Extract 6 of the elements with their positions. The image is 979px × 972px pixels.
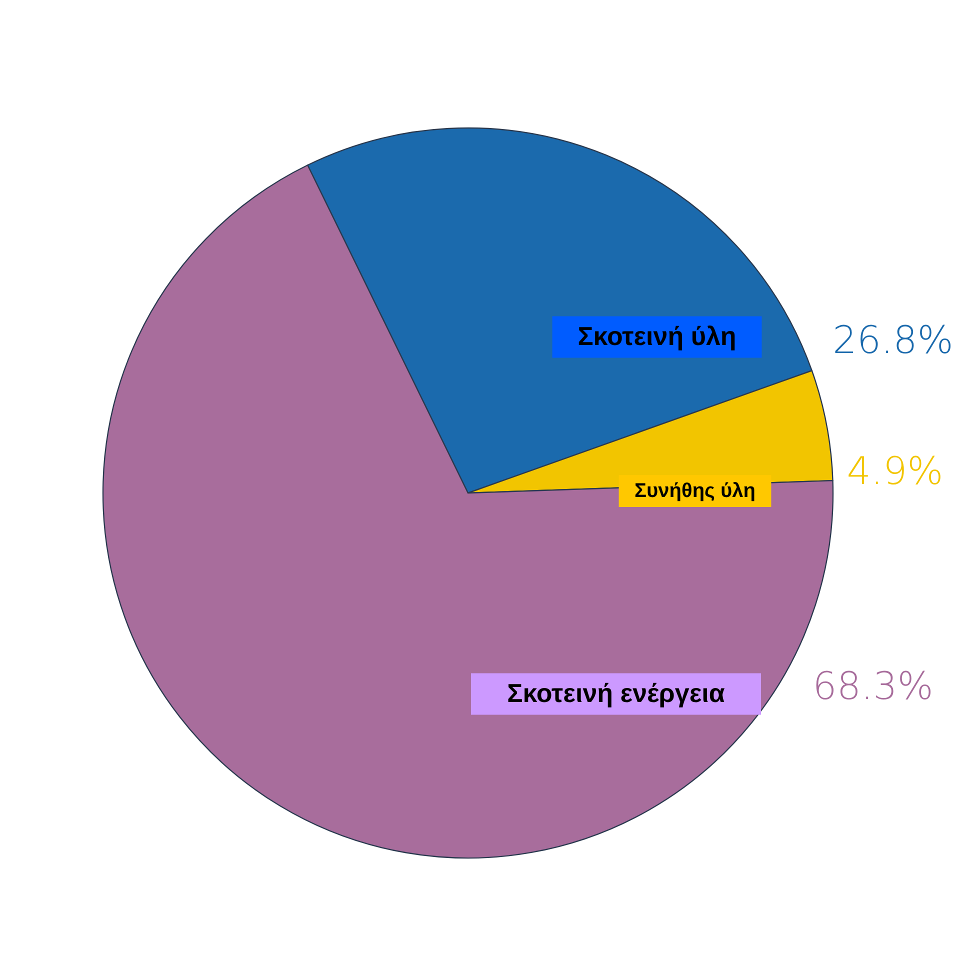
slice-label: Συνήθης ύλη [634,480,756,502]
data-label: 68.3% [812,664,934,708]
slice-label: Σκοτεινή ύλη [578,321,736,351]
slice-label: Σκοτεινή ενέργεια [507,678,725,708]
data-label: 4.9% [846,449,944,493]
data-label: 26.8% [832,318,954,362]
